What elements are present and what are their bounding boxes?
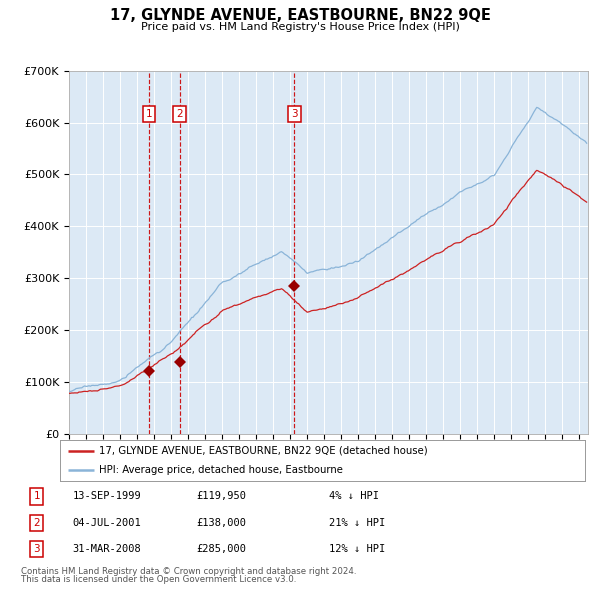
Text: 12% ↓ HPI: 12% ↓ HPI	[329, 544, 385, 554]
Text: 17, GLYNDE AVENUE, EASTBOURNE, BN22 9QE (detached house): 17, GLYNDE AVENUE, EASTBOURNE, BN22 9QE …	[100, 445, 428, 455]
Text: This data is licensed under the Open Government Licence v3.0.: This data is licensed under the Open Gov…	[20, 575, 296, 584]
Text: 4% ↓ HPI: 4% ↓ HPI	[329, 491, 379, 502]
Text: 13-SEP-1999: 13-SEP-1999	[73, 491, 141, 502]
Text: 04-JUL-2001: 04-JUL-2001	[73, 518, 141, 527]
Text: 2: 2	[34, 518, 40, 527]
Text: £285,000: £285,000	[196, 544, 247, 554]
Text: HPI: Average price, detached house, Eastbourne: HPI: Average price, detached house, East…	[100, 465, 343, 475]
Text: 3: 3	[34, 544, 40, 554]
Text: Contains HM Land Registry data © Crown copyright and database right 2024.: Contains HM Land Registry data © Crown c…	[20, 567, 356, 576]
Text: 1: 1	[34, 491, 40, 502]
Text: Price paid vs. HM Land Registry's House Price Index (HPI): Price paid vs. HM Land Registry's House …	[140, 22, 460, 32]
Text: 31-MAR-2008: 31-MAR-2008	[73, 544, 141, 554]
Text: £138,000: £138,000	[196, 518, 247, 527]
Text: 1: 1	[146, 109, 152, 119]
Text: 21% ↓ HPI: 21% ↓ HPI	[329, 518, 385, 527]
Text: £119,950: £119,950	[196, 491, 247, 502]
Text: 17, GLYNDE AVENUE, EASTBOURNE, BN22 9QE: 17, GLYNDE AVENUE, EASTBOURNE, BN22 9QE	[110, 8, 490, 22]
Text: 3: 3	[291, 109, 298, 119]
Text: 2: 2	[176, 109, 183, 119]
